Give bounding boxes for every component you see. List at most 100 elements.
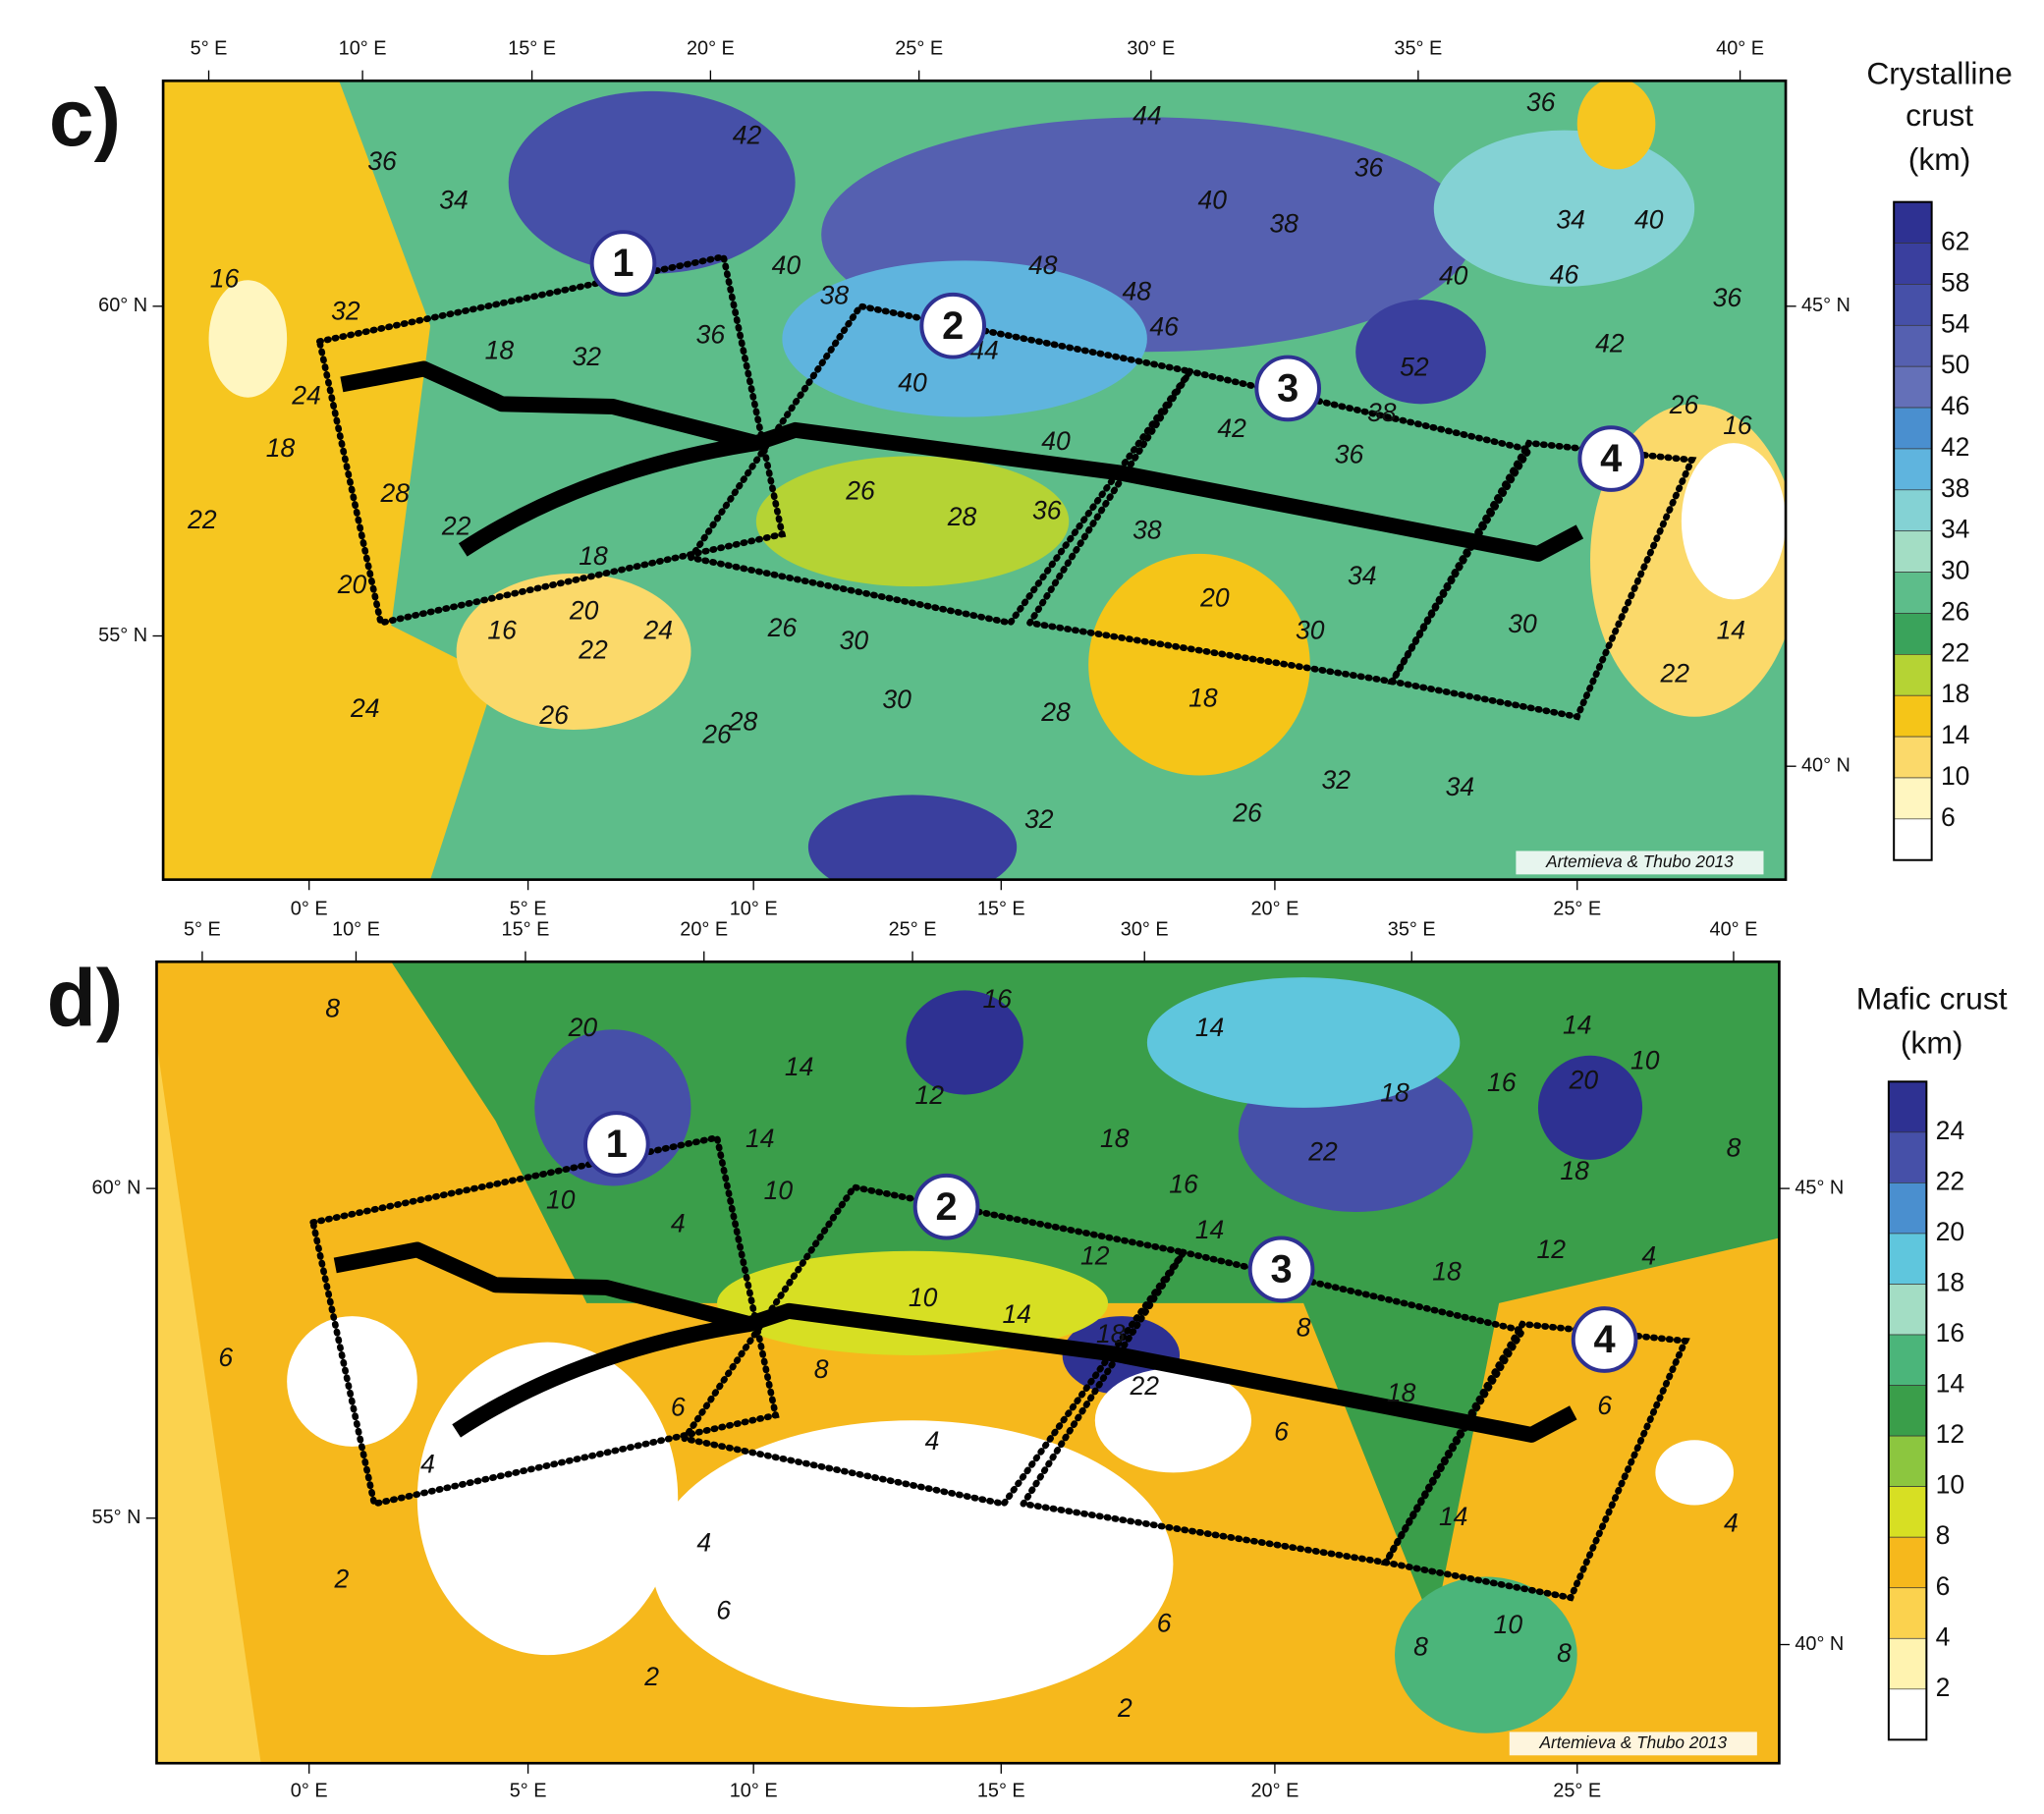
top-tick-label: 10° E: [339, 38, 387, 60]
map-c: [163, 81, 1787, 880]
top-tick-label: 35° E: [1394, 38, 1442, 60]
colorbar-segment: [1888, 1587, 1927, 1639]
colorbar-segment: [1888, 1688, 1927, 1740]
profile-marker: [1247, 1236, 1315, 1303]
colorbar-segment: [1893, 777, 1932, 820]
colorbar-segment: [1888, 1637, 1927, 1690]
contour-label: 24: [350, 693, 379, 723]
legend-label: 42: [1941, 432, 1970, 462]
contour-label: 20: [568, 1013, 598, 1042]
right-tick-label: 40° N: [1795, 1633, 1844, 1655]
legend-label: 16: [1936, 1318, 1964, 1347]
bottom-tick-label: 20° E: [1250, 1781, 1298, 1802]
contour-label: 40: [772, 250, 801, 280]
bottom-tick-label: 0° E: [291, 1781, 328, 1802]
contour-label: 26: [701, 720, 732, 749]
contour-label: 32: [1024, 804, 1054, 834]
bottom-tick-label: 25° E: [1553, 1781, 1601, 1802]
top-tick-label: 35° E: [1388, 919, 1436, 941]
contour-label: 38: [1269, 209, 1298, 239]
contour-label: 2: [643, 1662, 659, 1691]
credit-box: [1516, 851, 1764, 875]
legend-label: 58: [1941, 267, 1970, 297]
contour-label: 8: [325, 993, 340, 1022]
contour-label: 52: [1400, 353, 1429, 382]
contour-label: 42: [1595, 329, 1625, 358]
contour-label: 48: [1123, 277, 1152, 306]
contour-label: 22: [187, 505, 217, 534]
colorbar-segment: [1888, 1182, 1927, 1235]
bottom-tick-label: 5° E: [510, 1781, 547, 1802]
legend-label: 6: [1941, 802, 1956, 832]
contour-label: 6: [1274, 1417, 1289, 1447]
contour-label: 14: [1717, 616, 1746, 645]
legend-label: 54: [1941, 308, 1970, 338]
contour-label: 40: [898, 367, 927, 397]
contour-label: 30: [1296, 616, 1325, 645]
profile-marker: [1254, 355, 1322, 422]
colorbar-segment: [1893, 243, 1932, 285]
top-tick-label: 5° E: [184, 919, 221, 941]
right-tick-label: 40° N: [1801, 754, 1851, 776]
credit-box: [1509, 1732, 1757, 1756]
contour-label: 12: [1536, 1235, 1566, 1264]
profile-marker: [1577, 425, 1645, 492]
contour-label: 18: [1100, 1124, 1130, 1153]
contour-label: 16: [1169, 1169, 1198, 1198]
colorbar-segment: [1893, 736, 1932, 779]
map-frame: [155, 960, 1781, 1765]
contour-label: 36: [696, 319, 726, 349]
colorbar-segment: [1893, 324, 1932, 367]
contour-label: 18: [1380, 1078, 1409, 1108]
contour-label: 16: [210, 263, 240, 293]
bottom-tick-label: 25° E: [1553, 898, 1601, 919]
profile-number: 3: [1270, 1248, 1292, 1292]
contour-label: 16: [1723, 411, 1752, 440]
contour-label: 36: [1335, 439, 1364, 468]
top-tick-label: 10° E: [332, 919, 380, 941]
legend-label: 20: [1936, 1217, 1964, 1246]
panel-label: d): [47, 955, 124, 1044]
colorbar-segment: [1888, 1131, 1927, 1183]
top-tick-label: 25° E: [889, 919, 937, 941]
contour-label: 30: [1508, 609, 1537, 638]
profile-marker: [919, 292, 987, 359]
contour-label: 48: [1028, 250, 1058, 280]
left-tick-label: 60° N: [92, 1177, 141, 1198]
contour-label: 40: [1041, 426, 1071, 456]
contour-label: 6: [218, 1343, 233, 1372]
contour-label: 38: [1132, 515, 1162, 544]
right-tick-label: 45° N: [1801, 295, 1851, 316]
legend-label: 22: [1941, 637, 1970, 667]
colorbar-segment: [1888, 1536, 1927, 1589]
legend-label: 24: [1936, 1116, 1964, 1145]
contour-label: 44: [1132, 100, 1162, 130]
top-tick-label: 30° E: [1121, 919, 1169, 941]
panel-label: c): [49, 74, 121, 163]
colorbar-segment: [1893, 489, 1932, 532]
contour-label: 6: [716, 1595, 731, 1624]
profile-marker: [1571, 1306, 1638, 1373]
colorbar-segment: [1888, 1334, 1927, 1386]
contour-label: 8: [814, 1354, 829, 1384]
colorbar-segment: [1893, 365, 1932, 409]
contour-label: 24: [643, 616, 674, 645]
contour-label: 14: [1195, 1215, 1225, 1244]
contour-label: 34: [1446, 772, 1475, 801]
legend-label: 10: [1936, 1470, 1964, 1500]
contour-label: 18: [1387, 1378, 1416, 1407]
contour-label: 36: [1354, 153, 1384, 183]
legend-label: 50: [1941, 350, 1970, 379]
colorbar-segment: [1893, 407, 1932, 450]
contour-label: 4: [696, 1527, 711, 1557]
contour-label: 38: [820, 281, 850, 310]
contour-label: 10: [546, 1184, 576, 1214]
contour-label: 6: [671, 1392, 686, 1421]
profile-number: 4: [1600, 437, 1622, 480]
legend-title: Crystalline: [1866, 55, 2013, 90]
legend-label: 4: [1936, 1622, 1951, 1651]
colorbar-segment: [1893, 613, 1932, 655]
colorbar-frame: [1887, 1080, 1928, 1741]
colorbar-segment: [1888, 1284, 1927, 1336]
